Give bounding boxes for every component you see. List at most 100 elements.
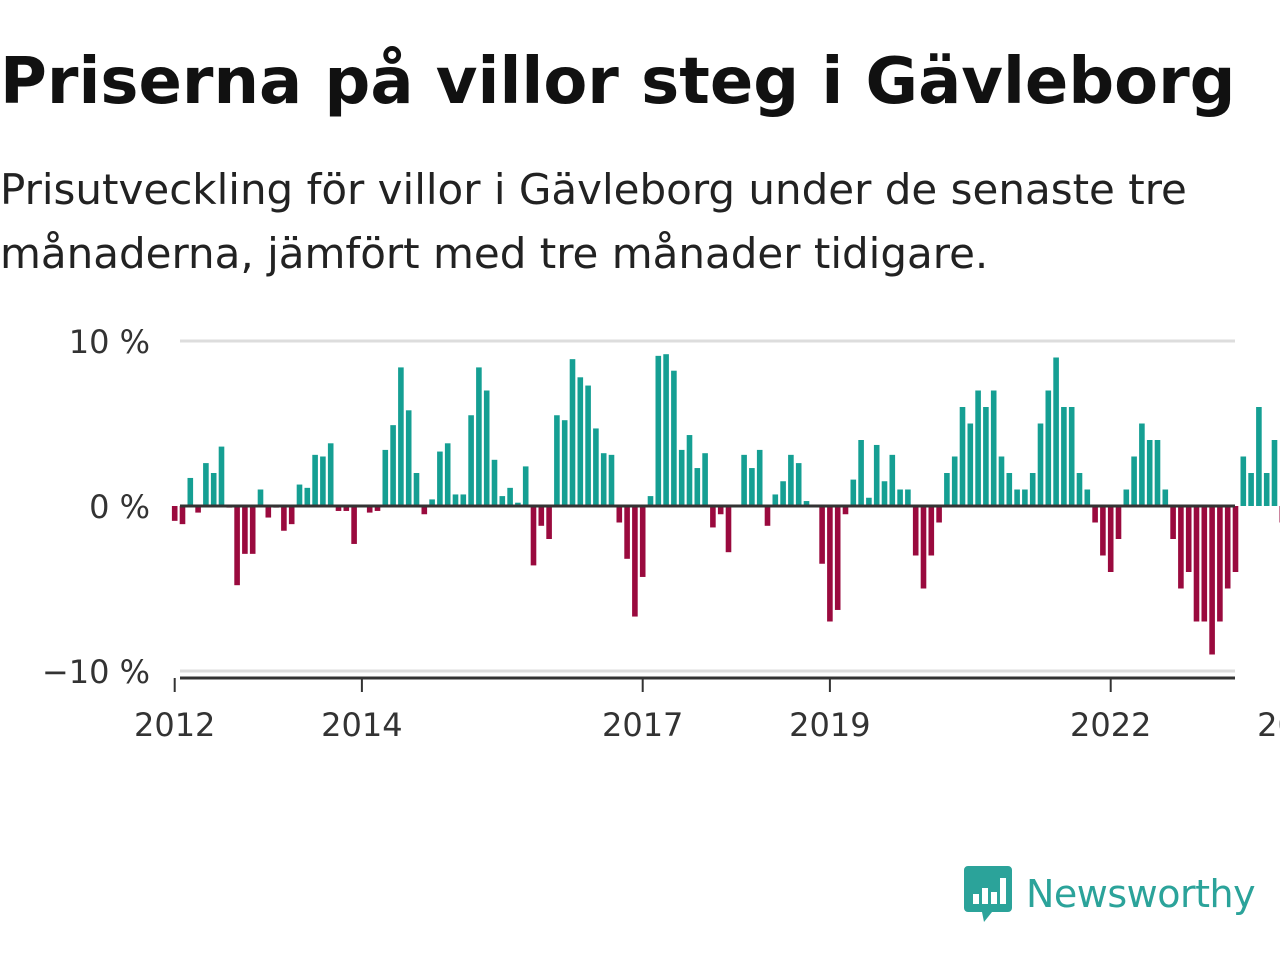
- bar: [967, 423, 974, 506]
- bar: [1006, 473, 1013, 506]
- bar: [827, 506, 833, 622]
- bar: [983, 407, 989, 506]
- bar: [717, 506, 724, 515]
- bar: [1092, 506, 1098, 523]
- brand-logo: Newsworthy: [962, 862, 1280, 926]
- bar: [772, 494, 779, 506]
- bar: [788, 454, 794, 506]
- bar: [608, 454, 615, 506]
- bar: [218, 446, 225, 506]
- x-tick-label: 2019: [789, 706, 870, 744]
- bar: [257, 489, 264, 506]
- bar: [600, 453, 607, 506]
- bar: [866, 497, 872, 506]
- bar: [554, 415, 560, 506]
- bar: [936, 506, 942, 523]
- bar: [655, 355, 662, 506]
- bar: [1139, 423, 1145, 506]
- chart-subtitle: Prisutveckling för villor i Gävleborg un…: [0, 165, 1187, 278]
- bar: [889, 454, 896, 506]
- bar: [468, 415, 474, 506]
- bar: [1193, 506, 1200, 622]
- y-tick-label: 0 %: [89, 488, 150, 526]
- bar: [1084, 489, 1091, 506]
- bar: [624, 506, 630, 559]
- bar: [1115, 506, 1122, 539]
- bar: [912, 506, 919, 556]
- grid-lines: [180, 339, 1235, 673]
- bar: [452, 494, 459, 506]
- bar: [1146, 440, 1153, 506]
- bar: [803, 501, 810, 506]
- bar: [585, 385, 591, 506]
- bar: [1256, 407, 1262, 506]
- bar: [1185, 506, 1192, 572]
- bar: [476, 367, 482, 506]
- bar: [491, 459, 498, 506]
- bar: [905, 489, 911, 506]
- bar: [366, 506, 373, 513]
- bar: [281, 506, 287, 531]
- bar: [1248, 473, 1254, 506]
- bar: [1240, 456, 1247, 506]
- bar: [187, 477, 194, 506]
- bar: [1100, 506, 1106, 556]
- bar: [850, 479, 857, 506]
- bar: [678, 449, 685, 506]
- bar: [881, 481, 888, 506]
- bar: [171, 506, 178, 521]
- bar: [421, 506, 428, 515]
- bar: [928, 506, 935, 556]
- bar: [756, 449, 763, 506]
- bar: [351, 506, 357, 544]
- bar: [702, 453, 708, 506]
- bar: [374, 506, 381, 511]
- bar: [873, 444, 880, 506]
- bar: [1178, 506, 1184, 589]
- bar: [920, 506, 927, 589]
- bar: [249, 506, 256, 554]
- bar: [382, 449, 389, 506]
- bar: [647, 496, 654, 506]
- bar: [312, 454, 318, 506]
- bar: [975, 390, 981, 506]
- bar: [1037, 423, 1044, 506]
- bar: [741, 454, 747, 506]
- newsworthy-logo-icon: [964, 866, 1012, 922]
- bar: [1131, 456, 1137, 506]
- bar: [990, 390, 997, 506]
- bar: [538, 506, 545, 526]
- bar: [1053, 357, 1059, 506]
- bar: [764, 506, 771, 526]
- bar: [234, 506, 240, 586]
- bar: [1232, 506, 1239, 572]
- bar: [663, 354, 669, 506]
- bar: [530, 506, 537, 566]
- bar: [1061, 407, 1067, 506]
- bar: [1263, 473, 1270, 506]
- bar: [1217, 506, 1223, 622]
- bar: [694, 468, 701, 506]
- bar: [483, 390, 490, 506]
- brand-name: Newsworthy: [1026, 872, 1256, 916]
- bar: [897, 489, 903, 506]
- bar: [780, 481, 786, 506]
- x-tick-label: 2017: [602, 706, 683, 744]
- bar-chart: 10 %0 %−10 % 201220142017201920222024 1 …: [42, 323, 1280, 744]
- bar: [390, 425, 396, 506]
- bar: [179, 506, 186, 525]
- bar: [1029, 473, 1036, 506]
- bar: [242, 506, 248, 554]
- bar: [507, 487, 513, 506]
- bar: [1162, 489, 1169, 506]
- chart-title: Priserna på villor steg i Gävleborg: [0, 45, 1236, 119]
- bar: [1224, 506, 1231, 589]
- x-tick-label: 2012: [134, 706, 215, 744]
- bar: [327, 443, 334, 506]
- bar: [951, 456, 958, 506]
- bar: [515, 502, 521, 506]
- bar: [561, 420, 568, 506]
- bar: [210, 473, 217, 506]
- bar: [320, 456, 326, 506]
- bar: [569, 359, 576, 506]
